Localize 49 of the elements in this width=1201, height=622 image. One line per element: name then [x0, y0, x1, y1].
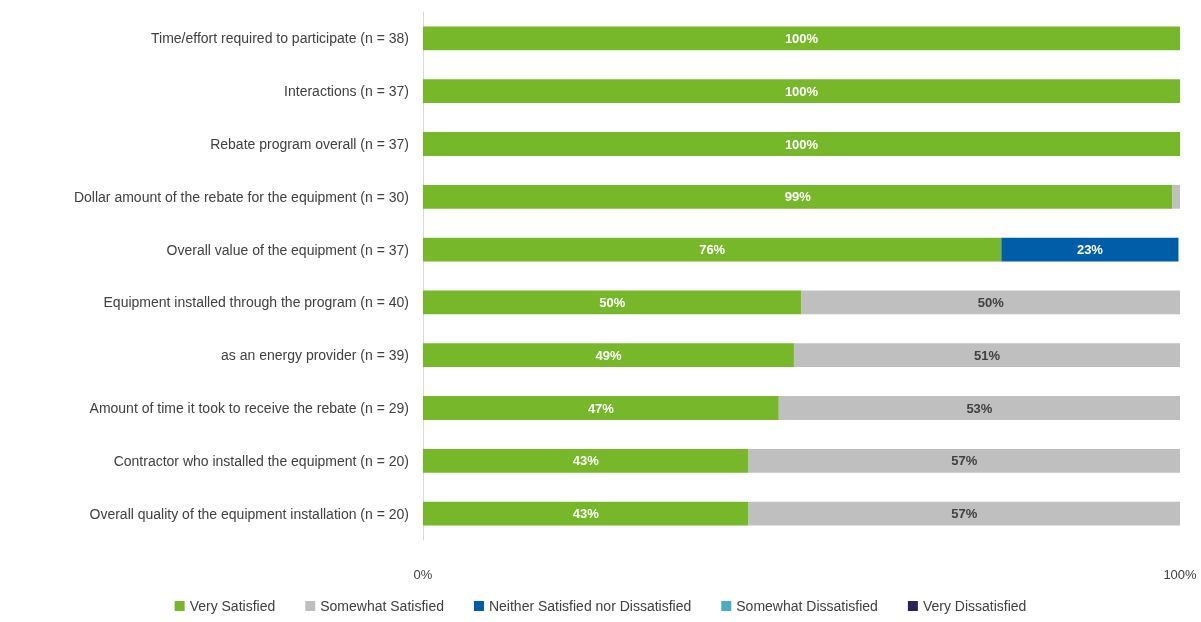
legend-label: Neither Satisfied nor Dissatisfied — [488, 598, 692, 614]
y-tick-label: Overall quality of the equipment installation (n = 20) — [89, 505, 409, 522]
data-label: 57% — [951, 506, 978, 522]
data-label: 100% — [784, 83, 819, 99]
data-label: 43% — [572, 506, 600, 522]
data-label: 76% — [699, 242, 726, 258]
data-label: 43% — [572, 453, 600, 469]
y-tick-label: Overall value of the equipment (n = 37) — [166, 241, 409, 258]
x-tick-label: 0% — [413, 567, 433, 582]
data-label: 57% — [951, 453, 978, 469]
bar — [1001, 237, 1179, 262]
data-label: 100% — [784, 136, 819, 152]
legend-label: Somewhat Satisfied — [320, 598, 444, 614]
bar — [1172, 184, 1180, 209]
bar — [423, 290, 802, 315]
data-label: 23% — [1076, 242, 1104, 258]
data-label: 53% — [966, 400, 993, 416]
data-label: 49% — [595, 347, 622, 363]
bar — [423, 79, 1180, 104]
bar — [423, 132, 1180, 156]
y-tick-label: as an energy provider (n = 39) — [221, 347, 409, 364]
y-tick-label: Dollar amount of the rebate for the equipment (n = 30) — [73, 188, 409, 205]
bar — [423, 396, 779, 420]
bar — [423, 26, 1180, 51]
bar — [423, 501, 749, 526]
bar — [423, 343, 794, 368]
bar — [748, 448, 1180, 473]
legend-label: Somewhat Dissatisfied — [736, 598, 878, 614]
y-tick-label: Rebate program overall (n = 37) — [210, 136, 409, 152]
y-tick-label: Equipment installed through the program (n = 40) — [103, 294, 409, 311]
bar — [778, 396, 1180, 420]
bar — [423, 448, 749, 473]
data-label: 47% — [587, 400, 615, 416]
legend-label: Very Dissatisfied — [922, 598, 1027, 614]
y-tick-label: Contractor who installed the equipment (n = 20) — [113, 452, 409, 469]
bar — [793, 343, 1180, 368]
y-tick-label: Time/effort required to participate (n = 38) — [151, 30, 409, 47]
bar — [423, 184, 1173, 209]
bar — [748, 501, 1180, 526]
data-label: 50% — [977, 294, 1005, 310]
legend-label: Very Satisfied — [189, 598, 276, 614]
data-label: 51% — [973, 347, 1001, 363]
data-label: 50% — [599, 294, 626, 310]
bar — [423, 237, 1002, 262]
data-label: 99% — [784, 189, 812, 205]
data-label: 100% — [784, 30, 819, 46]
y-tick-label: Amount of time it took to receive the rebate (n = 29) — [89, 400, 409, 416]
y-tick-label: Interactions (n = 37) — [284, 83, 409, 100]
bar — [801, 290, 1180, 315]
